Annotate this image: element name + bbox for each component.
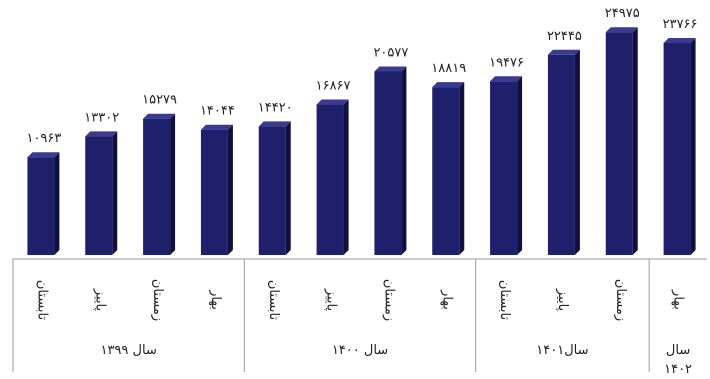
bars-layer (27, 27, 696, 256)
bar-top (258, 121, 291, 127)
value-label: ۱۶۸۶۷ (316, 79, 351, 94)
bar-top (663, 38, 696, 44)
bar-front (605, 32, 633, 256)
bar (490, 76, 523, 255)
bar (27, 152, 60, 255)
bar (258, 121, 291, 255)
bar-top (200, 124, 233, 130)
value-label: ۱۰۹۶۳ (26, 131, 61, 146)
category-label: پاییز (324, 288, 339, 312)
bar-side (285, 121, 291, 255)
bar (200, 124, 233, 255)
bar-front (258, 126, 286, 255)
value-label: ۱۵۲۷۹ (142, 93, 177, 108)
category-label: زمستان (381, 279, 396, 321)
value-label: ۱۸۸۱۹ (431, 61, 466, 76)
group-label: سال ۱۴۰۲ (664, 343, 692, 377)
bar-side (574, 49, 580, 255)
value-label: ۱۴۴۲۰ (258, 100, 293, 115)
bar-front (85, 136, 113, 255)
category-label: بهار (671, 289, 686, 310)
bar-front (143, 118, 171, 255)
category-label: تابستان (497, 280, 512, 321)
category-label: پاییز (555, 288, 570, 312)
bar-side (54, 152, 60, 255)
group-label: سال ۱۳۹۹ (100, 343, 156, 358)
value-label: ۲۳۷۶۶ (663, 17, 698, 32)
bar-front (547, 54, 575, 255)
bar-top (547, 49, 580, 55)
bar-side (343, 99, 349, 255)
bar (432, 82, 465, 255)
bar (143, 113, 176, 255)
bar-front (432, 87, 460, 255)
bar-side (227, 124, 233, 255)
bar-top (143, 113, 176, 119)
category-label: تابستان (266, 280, 281, 321)
bar (85, 131, 118, 255)
value-label: ۱۴۰۴۴ (200, 104, 235, 119)
bar-side (459, 82, 465, 255)
category-label: زمستان (613, 279, 628, 321)
bar-side (632, 27, 638, 256)
bar-side (401, 66, 407, 256)
value-label: ۱۳۳۰۲ (84, 110, 119, 125)
category-label: پاییز (92, 288, 107, 312)
bar-side (112, 131, 118, 255)
category-label: بهار (208, 289, 223, 310)
group-label: سال۱۴۰۱ (536, 343, 588, 358)
group-label: سال ۱۴۰۰ (332, 343, 388, 358)
bar-front (490, 81, 518, 255)
bar-front (200, 129, 228, 255)
bar-top (27, 152, 60, 158)
value-labels-layer: ۱۰۹۶۳ ۱۳۳۰۲ ۱۵۲۷۹ ۱۴۰۴۴ ۱۴۴۲۰ ۱۶۸۶۷ ۲۰۵۷۷ ۱۸۸۱۹… (26, 6, 697, 146)
category-axis (12, 258, 707, 372)
value-label: ۱۹۴۷۶ (489, 55, 524, 70)
value-label: ۲۲۴۴۵ (547, 29, 582, 44)
bar-top (316, 99, 349, 105)
bar-front (663, 43, 691, 255)
group-labels-layer: سال ۱۳۹۹ سال ۱۴۰۰ سال۱۴۰۱ سال ۱۴۰۲ (100, 343, 692, 377)
bar-top (432, 82, 465, 88)
bar-side (170, 113, 176, 255)
category-label: تابستان (34, 280, 49, 321)
bar-side (517, 76, 523, 255)
bar-front (316, 104, 344, 255)
bar (316, 99, 349, 255)
bar-top (490, 76, 523, 82)
bar-top (605, 27, 638, 33)
bar (605, 27, 638, 256)
bar (663, 38, 696, 255)
bar (374, 66, 407, 256)
bar-top (85, 131, 118, 137)
bar-front (27, 157, 55, 255)
bar-side (690, 38, 696, 255)
bar-top (374, 66, 407, 72)
category-label: زمستان (150, 279, 165, 321)
value-label: ۲۰۵۷۷ (373, 45, 408, 60)
category-label: بهار (439, 289, 454, 310)
category-labels-layer: تابستان پاییز زمستان بهار تابستان پاییز زمستان… (34, 279, 685, 321)
bar (547, 49, 580, 255)
value-label: ۲۴۹۷۵ (605, 6, 640, 21)
bar-front (374, 71, 402, 256)
